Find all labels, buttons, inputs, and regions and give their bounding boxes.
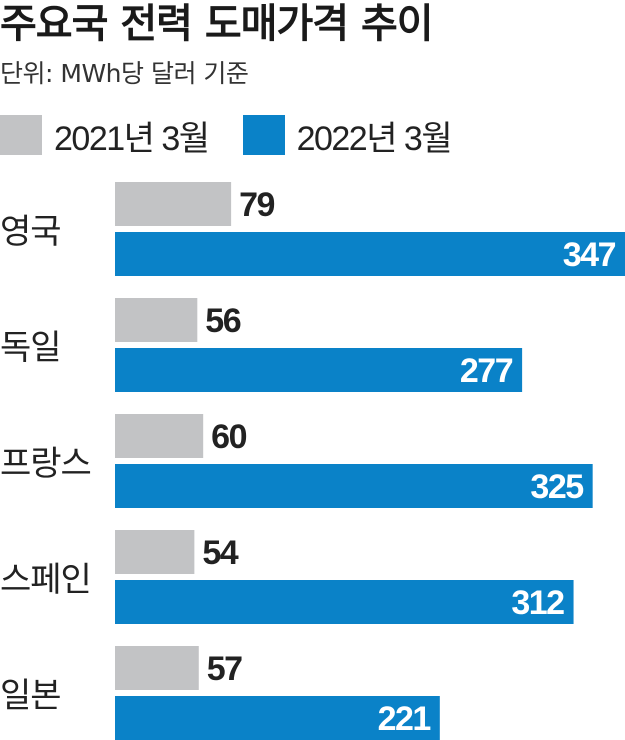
bar — [115, 348, 523, 392]
legend-swatch-2021 — [0, 115, 42, 155]
legend: 2021년 3월 2022년 3월 — [0, 115, 485, 158]
bar — [115, 182, 232, 226]
bar — [115, 232, 625, 276]
data-label: 56 — [205, 302, 240, 340]
bar — [115, 414, 204, 458]
bar — [115, 646, 199, 690]
data-label: 54 — [202, 534, 238, 572]
category-label: 스페인 — [0, 560, 91, 600]
data-label: 277 — [460, 352, 513, 390]
data-label: 312 — [511, 584, 564, 622]
data-label: 347 — [563, 236, 616, 274]
bar — [115, 298, 198, 342]
legend-label-2021: 2021년 3월 — [54, 119, 210, 158]
chart-subtitle: 단위: MWh당 달러 기준 — [0, 59, 249, 88]
data-label: 221 — [378, 700, 431, 738]
category-label: 독일 — [0, 328, 61, 368]
legend-item-2021: 2021년 3월 — [0, 111, 210, 160]
category-label: 프랑스 — [0, 444, 91, 484]
bar — [115, 464, 593, 508]
bar — [115, 580, 574, 624]
legend-item-2022: 2022년 3월 — [242, 111, 453, 160]
category-label: 영국 — [0, 212, 61, 252]
legend-swatch-2022 — [242, 115, 285, 155]
data-label: 325 — [530, 468, 583, 506]
data-label: 60 — [211, 418, 246, 456]
category-label: 일본 — [0, 676, 61, 716]
legend-label-2022: 2022년 3월 — [296, 119, 453, 158]
bar — [115, 530, 195, 574]
chart-title: 주요국 전력 도매가격 추이 — [0, 1, 434, 47]
data-label: 57 — [207, 650, 242, 688]
bar — [115, 696, 440, 740]
data-label: 79 — [239, 186, 274, 224]
